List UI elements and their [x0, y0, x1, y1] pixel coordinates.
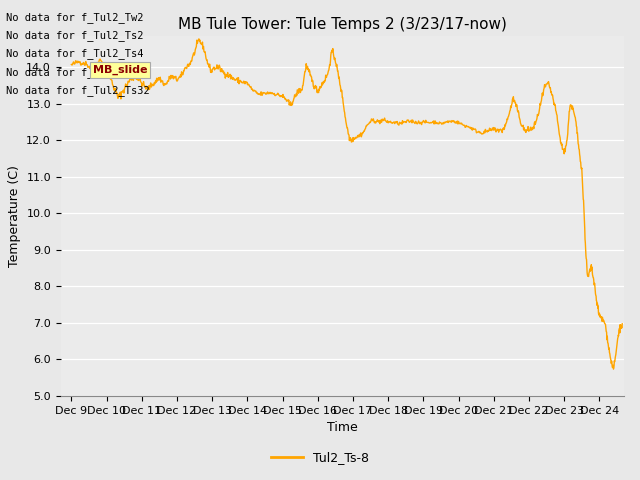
X-axis label: Time: Time [327, 421, 358, 434]
Title: MB Tule Tower: Tule Temps 2 (3/23/17-now): MB Tule Tower: Tule Temps 2 (3/23/17-now… [178, 17, 507, 32]
Text: No data for f_Tul2_Ts16: No data for f_Tul2_Ts16 [6, 67, 150, 78]
Text: MB_slide: MB_slide [93, 64, 147, 75]
Y-axis label: Temperature (C): Temperature (C) [8, 165, 20, 267]
Legend: Tul2_Ts-8: Tul2_Ts-8 [266, 446, 374, 469]
Text: No data for f_Tul2_Ts4: No data for f_Tul2_Ts4 [6, 48, 144, 60]
Text: No data for f_Tul2_Ts2: No data for f_Tul2_Ts2 [6, 30, 144, 41]
Text: No data for f_Tul2_Tw2: No data for f_Tul2_Tw2 [6, 12, 144, 23]
Text: No data for f_Tul2_Ts32: No data for f_Tul2_Ts32 [6, 85, 150, 96]
